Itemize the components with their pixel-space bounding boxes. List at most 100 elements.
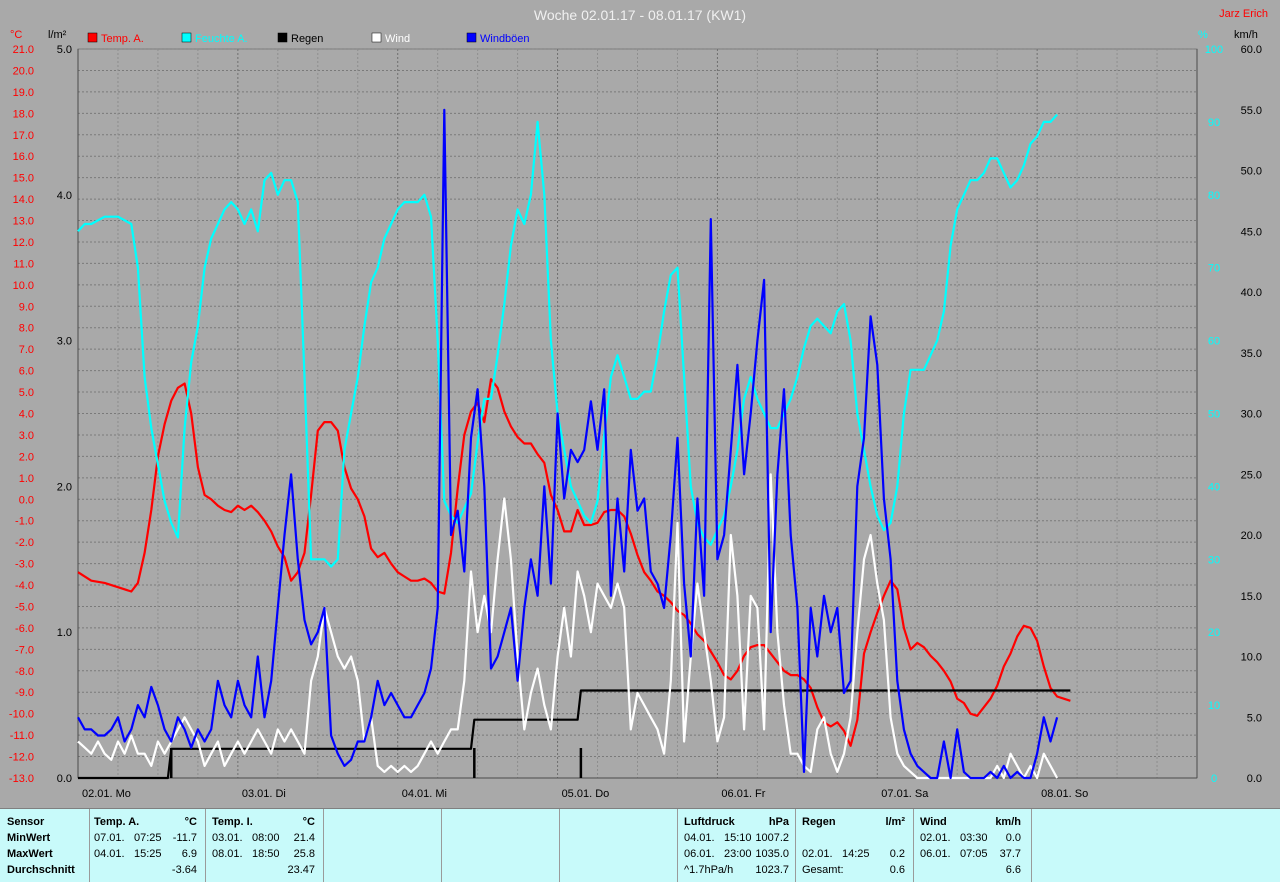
humidity-tick-label: 40 bbox=[1208, 481, 1220, 493]
maxwert-label: MaxWert bbox=[7, 848, 53, 860]
temp-tick-label: 14.0 bbox=[13, 194, 34, 206]
rain-total-val: 0.6 bbox=[889, 864, 905, 876]
temp-tick-label: -2.0 bbox=[15, 537, 34, 549]
temp-a-min-date: 07.01. bbox=[94, 832, 125, 844]
legend-label: Regen bbox=[291, 33, 323, 45]
stats-col-pressure: Luftdruck hPa 04.01. 15:10 1007.2 06.01. 23:… bbox=[678, 809, 796, 882]
rain-unit: l/m² bbox=[885, 816, 905, 828]
press-header: Luftdruck bbox=[684, 816, 735, 828]
wind-avg-val: 6.6 bbox=[1005, 864, 1021, 876]
humidity-unit-label: % bbox=[1198, 29, 1208, 41]
legend-label: Wind bbox=[385, 33, 410, 45]
temp-i-min-time: 08:00 bbox=[252, 832, 280, 844]
legend-swatch bbox=[87, 32, 98, 43]
stats-col-empty-2 bbox=[442, 809, 560, 882]
legend-swatch bbox=[181, 32, 192, 43]
stats-col-temp-a: Temp. A. °C 07.01. 07:25 -11.7 04.01. 15:25 6… bbox=[90, 809, 206, 882]
humidity-tick-label: 100 bbox=[1205, 44, 1223, 56]
humidity-tick-label: 80 bbox=[1208, 190, 1220, 202]
stats-col-rain: Regen l/m² 02.01. 14:25 0.2 Gesamt: 0.6 bbox=[796, 809, 914, 882]
temp-a-max-time: 15:25 bbox=[134, 848, 162, 860]
rain-max-time: 14:25 bbox=[842, 848, 870, 860]
series-line-feuchte-a bbox=[77, 113, 1058, 568]
temp-tick-label: 7.0 bbox=[19, 344, 34, 356]
chart-area: Woche 02.01.17 - 08.01.17 (KW1) Jarz Eric… bbox=[0, 0, 1280, 808]
press-avg-val: 1023.7 bbox=[755, 864, 789, 876]
legend-label: Windböen bbox=[480, 33, 530, 45]
temp-tick-label: 15.0 bbox=[13, 173, 34, 185]
wind-unit-label: km/h bbox=[1234, 29, 1258, 41]
rain-tick-label: 2.0 bbox=[57, 481, 72, 493]
temp-a-min-time: 07:25 bbox=[134, 832, 162, 844]
humidity-tick-label: 60 bbox=[1208, 336, 1220, 348]
temp-tick-label: -5.0 bbox=[15, 601, 34, 613]
humidity-tick-label: 90 bbox=[1208, 117, 1220, 129]
humidity-tick-label: 50 bbox=[1208, 409, 1220, 421]
humidity-tick-label: 70 bbox=[1208, 263, 1220, 275]
temp-tick-label: 9.0 bbox=[19, 301, 34, 313]
weather-chart: Woche 02.01.17 - 08.01.17 (KW1) Jarz Eric… bbox=[9, 7, 1268, 800]
temp-tick-label: 20.0 bbox=[13, 65, 34, 77]
wind-tick-label: 30.0 bbox=[1241, 409, 1262, 421]
temp-tick-label: 8.0 bbox=[19, 323, 34, 335]
stats-col-sensor: Sensor MinWert MaxWert Durchschnitt bbox=[0, 809, 90, 882]
temp-a-avg-val: -3.64 bbox=[171, 864, 197, 876]
temp-unit-label: °C bbox=[10, 29, 22, 41]
wind-min-val: 0.0 bbox=[1005, 832, 1021, 844]
temp-tick-label: -6.0 bbox=[15, 623, 34, 635]
x-tick-label: 08.01. So bbox=[1041, 788, 1088, 800]
x-tick-label: 04.01. Mi bbox=[402, 788, 447, 800]
x-tick-label: 07.01. Sa bbox=[881, 788, 929, 800]
temp-a-max-val: 6.9 bbox=[181, 848, 197, 860]
press-max-time: 23:00 bbox=[724, 848, 752, 860]
temp-tick-label: 21.0 bbox=[13, 44, 34, 56]
temp-a-unit: °C bbox=[184, 816, 197, 828]
stats-col-empty-1 bbox=[324, 809, 442, 882]
humidity-tick-label: 10 bbox=[1208, 700, 1220, 712]
temp-tick-label: 6.0 bbox=[19, 366, 34, 378]
press-unit: hPa bbox=[768, 816, 789, 828]
temp-tick-label: 13.0 bbox=[13, 216, 34, 228]
x-tick-label: 05.01. Do bbox=[562, 788, 610, 800]
humidity-tick-label: 20 bbox=[1208, 627, 1220, 639]
temp-tick-label: -10.0 bbox=[9, 709, 34, 721]
wind-tick-label: 55.0 bbox=[1241, 105, 1262, 117]
rain-tick-label: 1.0 bbox=[57, 627, 72, 639]
temp-tick-label: 16.0 bbox=[13, 151, 34, 163]
temp-a-header: Temp. A. bbox=[94, 816, 140, 828]
temp-tick-label: 19.0 bbox=[13, 87, 34, 99]
press-min-time: 15:10 bbox=[724, 832, 752, 844]
temp-tick-label: 2.0 bbox=[19, 451, 34, 463]
wind-min-date: 02.01. bbox=[920, 832, 951, 844]
author-label: Jarz Erich bbox=[1219, 8, 1268, 20]
temp-tick-label: 11.0 bbox=[13, 258, 34, 270]
temp-i-unit: °C bbox=[302, 816, 315, 828]
x-tick-label: 06.01. Fr bbox=[721, 788, 765, 800]
humidity-tick-label: 0 bbox=[1211, 773, 1217, 785]
wind-max-time: 07:05 bbox=[960, 848, 988, 860]
rain-tick-label: 5.0 bbox=[57, 44, 72, 56]
stats-col-wind: Wind km/h 02.01. 03:30 0.0 06.01. 07:05 37.7 … bbox=[914, 809, 1032, 882]
temp-tick-label: -7.0 bbox=[15, 644, 34, 656]
wind-max-val: 37.7 bbox=[999, 848, 1021, 860]
rain-total-label: Gesamt: bbox=[802, 864, 844, 876]
temp-tick-label: -13.0 bbox=[9, 773, 34, 785]
wind-tick-label: 60.0 bbox=[1241, 44, 1262, 56]
legend-label: Feuchte A. bbox=[195, 33, 248, 45]
temp-tick-label: 4.0 bbox=[19, 409, 34, 421]
temp-a-max-date: 04.01. bbox=[94, 848, 125, 860]
series-line-windb-en bbox=[77, 108, 1059, 780]
stats-table: Sensor MinWert MaxWert Durchschnitt Temp… bbox=[0, 808, 1280, 882]
x-tick-label: 02.01. Mo bbox=[82, 788, 131, 800]
rain-header: Regen bbox=[802, 816, 836, 828]
temp-i-max-date: 08.01. bbox=[212, 848, 243, 860]
temp-i-max-time: 18:50 bbox=[252, 848, 280, 860]
legend-label: Temp. A. bbox=[101, 33, 144, 45]
chart-title: Woche 02.01.17 - 08.01.17 (KW1) bbox=[534, 7, 746, 23]
wind-tick-label: 20.0 bbox=[1241, 530, 1262, 542]
temp-tick-label: 18.0 bbox=[13, 108, 34, 120]
temp-i-max-val: 25.8 bbox=[293, 848, 315, 860]
wind-max-date: 06.01. bbox=[920, 848, 951, 860]
temp-tick-label: 17.0 bbox=[13, 130, 34, 142]
wind-tick-label: 5.0 bbox=[1247, 712, 1262, 724]
